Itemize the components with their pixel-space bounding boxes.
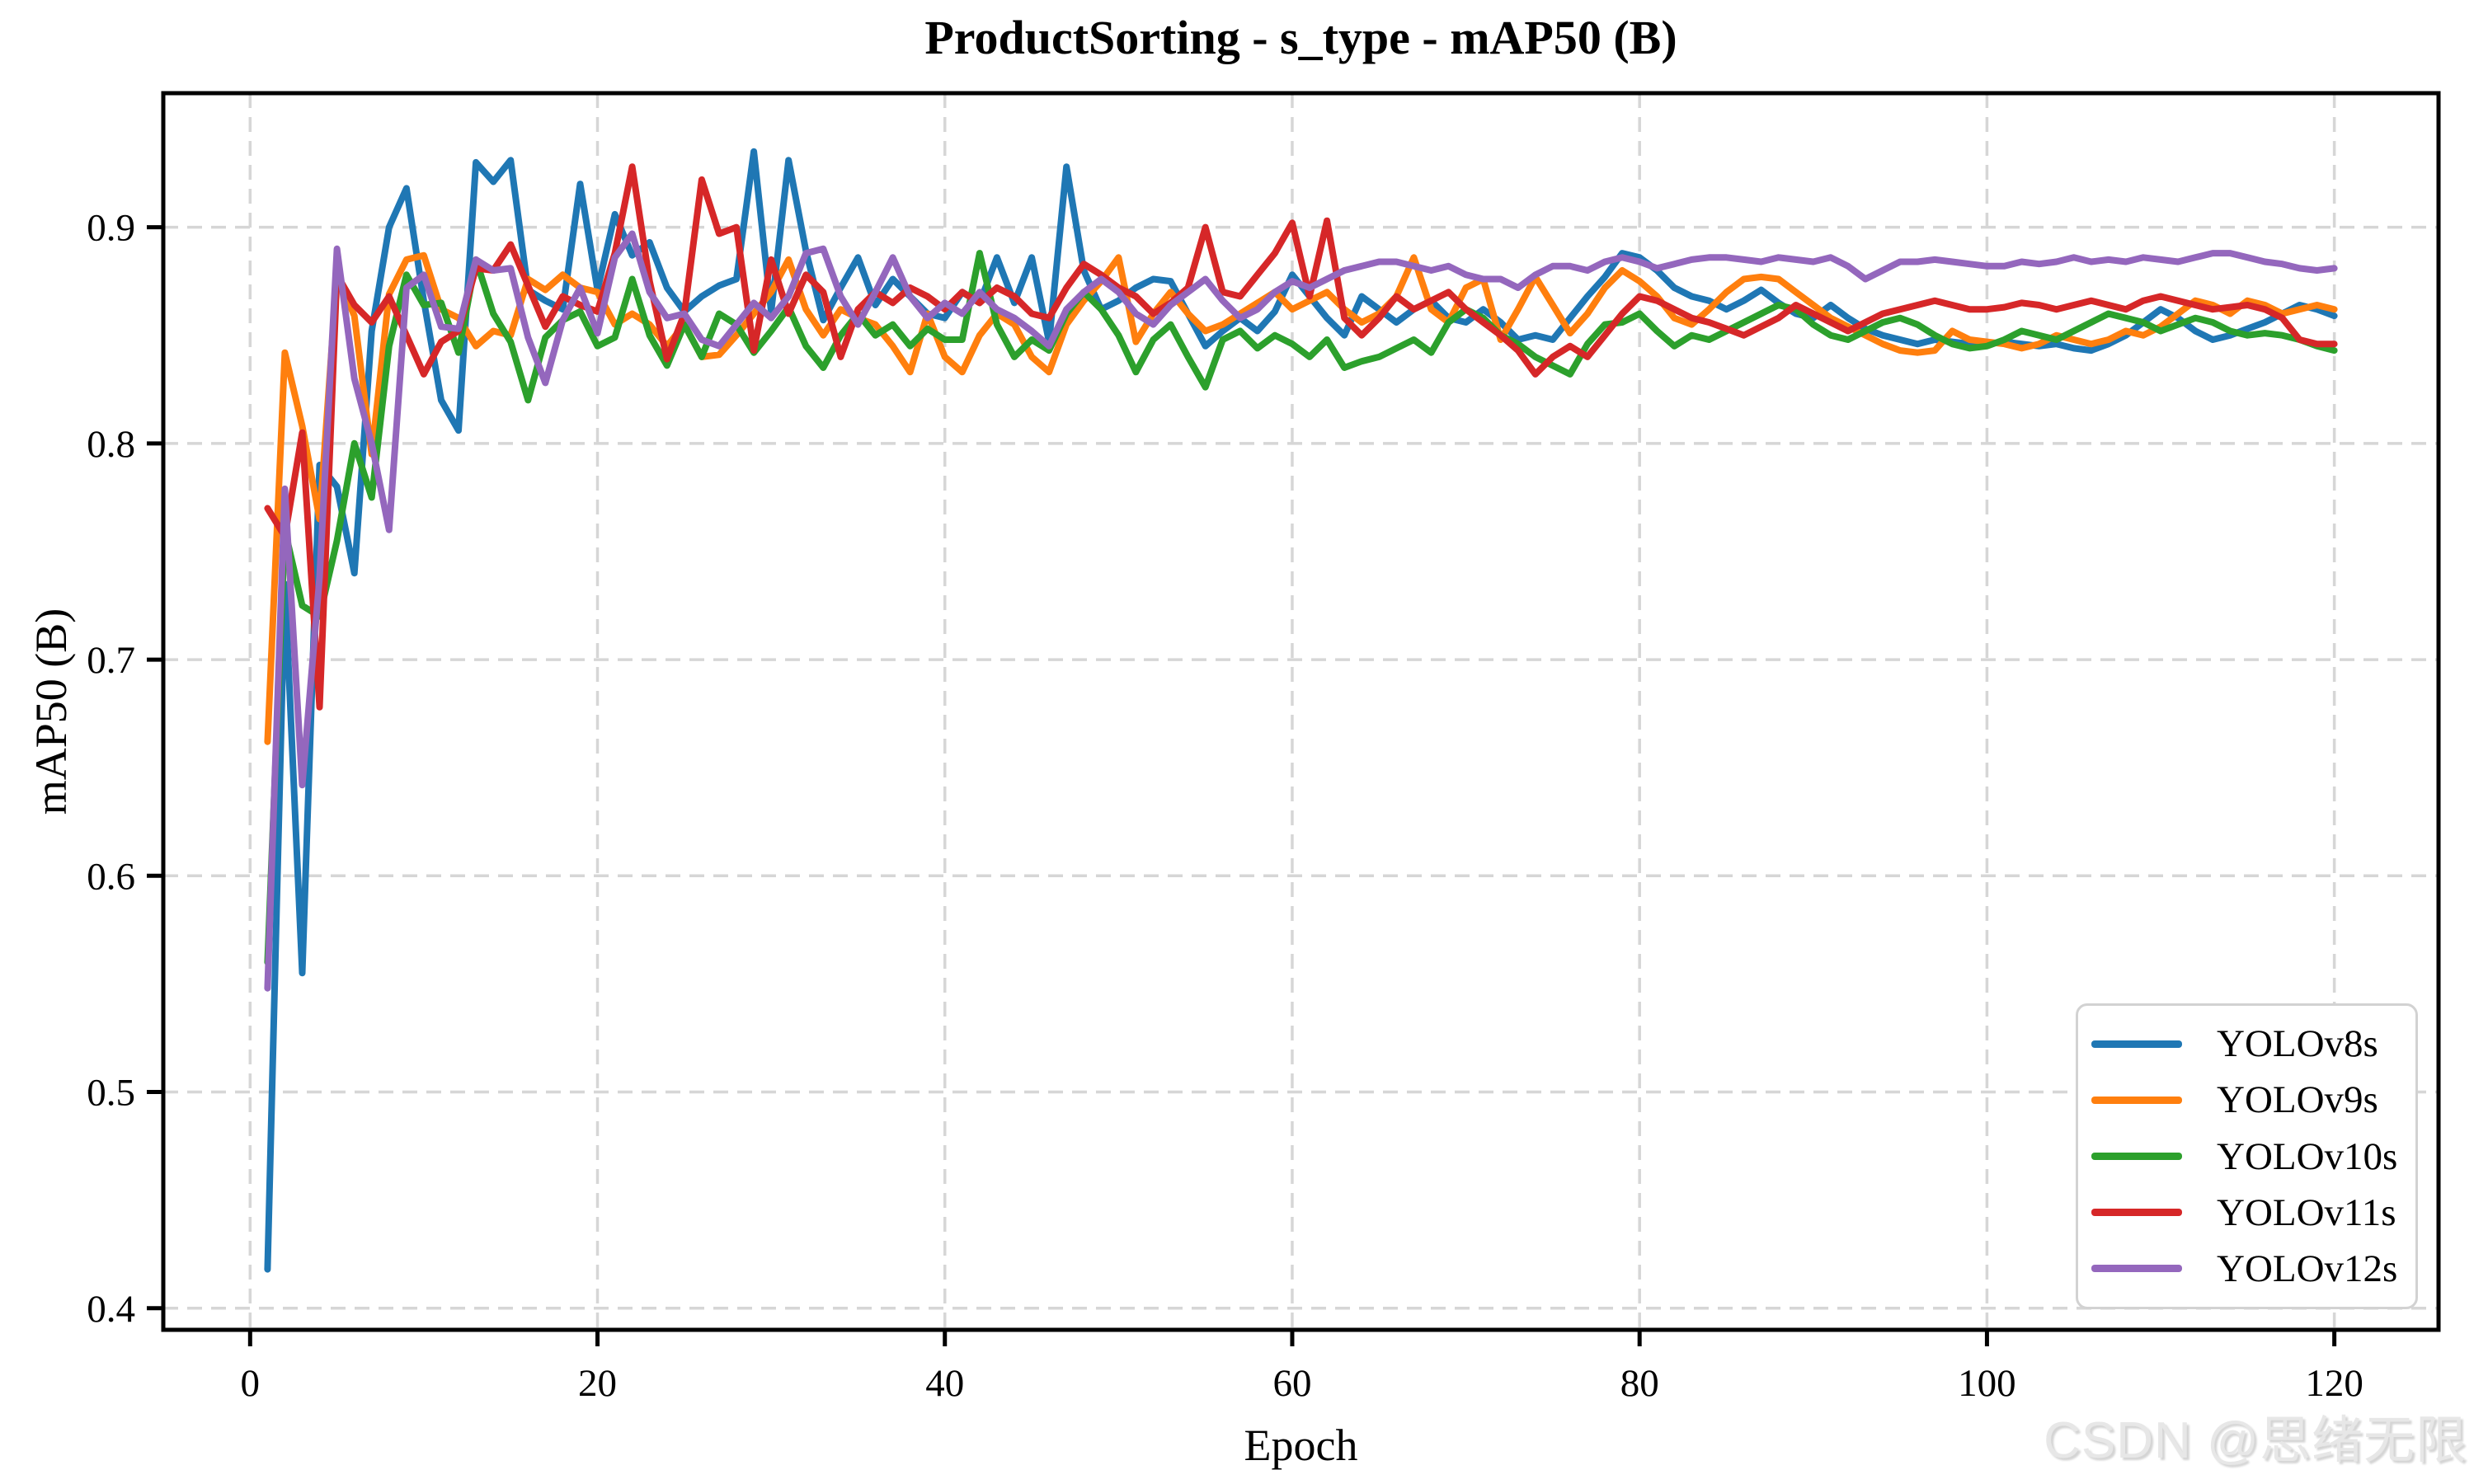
x-tick-label: 80 — [1620, 1362, 1659, 1405]
series-line-YOLOv11s — [264, 163, 2338, 711]
legend-line-sample — [2091, 1209, 2182, 1217]
y-tick-label: 0.4 — [87, 1288, 135, 1331]
legend-item-yolov11s: YOLOv11s — [2091, 1185, 2415, 1241]
x-tick-label: 0 — [241, 1362, 261, 1405]
x-tick-label: 20 — [578, 1362, 617, 1405]
legend-line-sample — [2091, 1265, 2182, 1273]
legend-label: YOLOv12s — [2217, 1247, 2398, 1290]
ticks — [147, 225, 2337, 1346]
legend-label: YOLOv9s — [2217, 1078, 2378, 1122]
y-tick-label: 0.9 — [87, 207, 135, 250]
series-line-YOLOv10s — [264, 250, 2338, 966]
x-tick-label: 60 — [1272, 1362, 1311, 1405]
legend-item-yolov12s: YOLOv12s — [2091, 1241, 2415, 1297]
x-tick-label: 100 — [1958, 1362, 2016, 1405]
x-tick-label: 120 — [2305, 1362, 2363, 1405]
legend-label: YOLOv8s — [2217, 1022, 2378, 1066]
legend-label: YOLOv11s — [2217, 1190, 2396, 1234]
legend-item-yolov8s: YOLOv8s — [2091, 1016, 2415, 1072]
x-axis-label: Epoch — [1244, 1421, 1358, 1470]
y-tick-label: 0.8 — [87, 423, 135, 466]
legend-line-sample — [2091, 1153, 2182, 1160]
series-line-YOLOv8s — [264, 148, 2338, 1273]
plot-frame — [161, 91, 2441, 1332]
series-lines — [264, 148, 2338, 1273]
tick-labels: 0 20 40 60 80 100 120 0.4 0.5 0.6 0.7 0.8 0.9 — [87, 207, 2363, 1405]
y-tick-label: 0.7 — [87, 639, 135, 682]
series-line-YOLOv12s — [264, 230, 2338, 992]
legend-item-yolov9s: YOLOv9s — [2091, 1072, 2415, 1128]
chart-title: ProductSorting - s_type - mAP50 (B) — [924, 11, 1677, 64]
legend-line-sample — [2091, 1096, 2182, 1104]
legend-line-sample — [2091, 1040, 2182, 1048]
legend-item-yolov10s: YOLOv10s — [2091, 1128, 2415, 1184]
y-tick-label: 0.6 — [87, 855, 135, 898]
legend-label: YOLOv10s — [2217, 1134, 2398, 1178]
x-tick-label: 40 — [925, 1362, 964, 1405]
y-axis-label: mAP50 (B) — [26, 608, 76, 815]
watermark: CSDN @思绪无限 — [2044, 1412, 2467, 1469]
legend: YOLOv8s YOLOv9s YOLOv10s YOLOv11s YOLOv12s — [2076, 1003, 2418, 1309]
y-tick-label: 0.5 — [87, 1072, 135, 1115]
